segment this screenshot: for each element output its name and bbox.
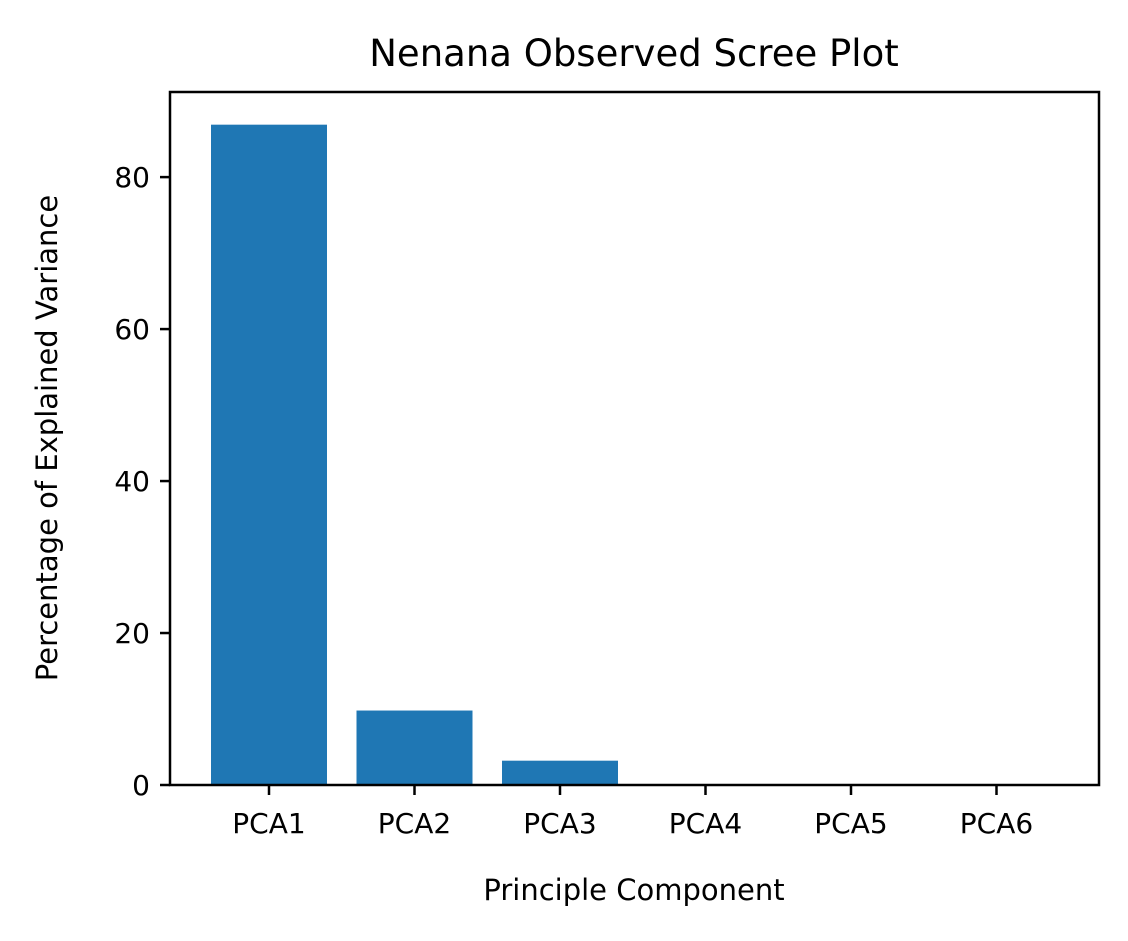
y-tick-label: 80 (114, 161, 150, 194)
bar-pca2 (356, 710, 473, 785)
x-axis-label: Principle Component (483, 873, 784, 907)
x-tick-label: PCA4 (669, 807, 742, 840)
bar-pca1 (211, 124, 327, 786)
x-tick-label: PCA3 (523, 807, 596, 840)
x-tick-label: PCA6 (960, 807, 1033, 840)
axis-ticks: PCA1 PCA2 PCA3 PCA4 PCA5 PCA6 0 20 40 60 80 (114, 161, 1033, 840)
chart-title: Nenana Observed Scree Plot (369, 32, 898, 75)
y-tick-label: 20 (114, 617, 150, 650)
bar-pca3 (502, 760, 618, 785)
x-tick-label: PCA1 (232, 807, 305, 840)
y-axis-label: Percentage of Explained Variance (30, 195, 64, 681)
x-tick-label: PCA5 (814, 807, 887, 840)
x-tick-label: PCA2 (378, 807, 451, 840)
y-tick-label: 0 (132, 769, 150, 802)
bars (211, 124, 764, 786)
plot-frame (168, 90, 1101, 787)
y-tick-label: 40 (114, 465, 150, 498)
y-tick-label: 60 (114, 313, 150, 346)
